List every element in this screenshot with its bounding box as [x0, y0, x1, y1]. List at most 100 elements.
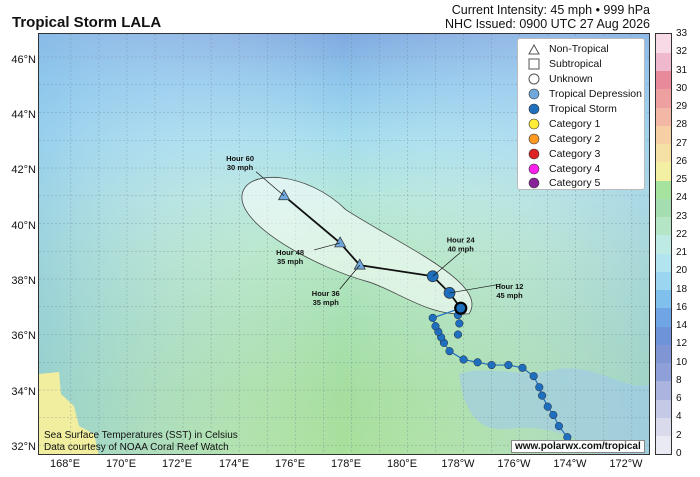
colorbar-segment	[656, 216, 671, 236]
forecast-label-wind: 35 mph	[313, 298, 340, 307]
forecast-point-non-tropical	[353, 258, 366, 270]
colorbar-segment	[656, 34, 671, 53]
past-track-point	[554, 422, 563, 431]
lon-label-172e: 172°E	[161, 458, 193, 470]
forecast-label-leader	[255, 171, 285, 197]
legend-label: Category 2	[549, 133, 601, 145]
colorbar-segment	[656, 326, 671, 345]
colorbar-segment	[656, 125, 671, 145]
lon-label-170e: 170°E	[105, 458, 137, 470]
colorbar-tick-label: 4	[676, 411, 682, 423]
colorbar-segment	[656, 52, 671, 71]
data-source-caption: Data courtesy of NOAA Coral Reef Watch	[44, 442, 229, 453]
warm-water-patch	[39, 372, 99, 454]
colorbar-segment	[656, 70, 671, 90]
past-track-point	[428, 313, 437, 322]
advisory-issued-time: NHC Issued: 0900 UTC 27 Aug 2026	[445, 17, 650, 31]
lon-label-178w: 178°W	[441, 458, 475, 470]
legend-label: Category 5	[549, 177, 601, 189]
forecast-label-hour: Hour 60	[226, 154, 254, 163]
legend-item-non-tropical: Non-Tropical	[526, 42, 609, 56]
forecast-label-wind: 40 mph	[448, 244, 475, 253]
colorbar-segment	[656, 344, 671, 364]
colorbar-tick-label: 18	[676, 283, 688, 295]
colorbar-tick-label: 20	[676, 265, 688, 277]
past-track-point	[543, 402, 552, 411]
lat-label-38n: 38°N	[11, 275, 36, 287]
forecast-label-hour: Hour 48	[276, 248, 304, 257]
past-track-point	[529, 372, 538, 381]
colorbar-tick-label: 29	[676, 101, 688, 113]
past-track-point	[431, 322, 440, 331]
lon-label-172w: 172°W	[609, 458, 643, 470]
legend-item-category-3: Category 3	[526, 147, 600, 161]
colorbar-tick-label: 0	[676, 448, 682, 459]
colorbar-tick-label: 10	[676, 356, 688, 368]
past-track-point	[473, 358, 482, 367]
lon-label-174e: 174°E	[218, 458, 250, 470]
lon-label-176w: 176°W	[497, 458, 531, 470]
colorbar-tick-label: 24	[676, 192, 688, 204]
legend-label: Non-Tropical	[549, 43, 609, 55]
forecast-label-hour: Hour 36	[312, 289, 340, 298]
legend-item-tropical-depression: Tropical Depression	[526, 87, 642, 101]
colorbar-segment	[656, 234, 671, 254]
colorbar-tick-label: 12	[676, 338, 688, 350]
colorbar-segment	[656, 253, 671, 272]
legend-item-tropical-storm: Tropical Storm	[526, 102, 617, 116]
circle-icon	[526, 133, 542, 145]
forecast-label-hour: Hour 24	[447, 235, 476, 244]
sst-caption: Sea Surface Temperatures (SST) in Celsiu…	[44, 430, 238, 441]
past-track-point	[504, 361, 513, 370]
sst-map: Hour 12 45 mph Hour 24 40 mph Hour 36 35 mph H…	[38, 33, 650, 455]
legend-label: Tropical Storm	[549, 103, 617, 115]
cone-of-uncertainty	[241, 177, 473, 315]
colorbar-tick-label: 28	[676, 119, 688, 131]
lat-label-42n: 42°N	[11, 164, 36, 176]
colorbar-tick-label: 14	[676, 320, 688, 332]
legend-item-category-5: Category 5	[526, 176, 600, 190]
legend-item-category-2: Category 2	[526, 132, 600, 146]
colorbar-tick-label: 31	[676, 64, 688, 76]
past-track-point	[538, 391, 547, 400]
circle-icon	[526, 73, 542, 85]
forecast-label-leader	[339, 264, 361, 290]
lon-label-176e: 176°E	[274, 458, 306, 470]
colorbar-segment	[656, 198, 671, 218]
website-watermark: www.polarwx.com/tropical	[511, 440, 645, 453]
forecast-point-non-tropical	[277, 189, 291, 201]
colorbar-tick-label: 21	[676, 247, 688, 259]
colorbar-segment	[656, 161, 671, 181]
past-track-point	[459, 355, 468, 364]
colorbar-segment	[656, 88, 671, 108]
colorbar-tick-label: 2	[676, 429, 682, 441]
colorbar-segment	[656, 399, 671, 418]
past-track-point	[445, 347, 454, 356]
legend-label: Subtropical	[549, 58, 602, 70]
lon-label-168e: 168°E	[49, 458, 81, 470]
colorbar-segment	[656, 180, 671, 199]
lat-label-40n: 40°N	[11, 220, 36, 232]
legend-label: Category 3	[549, 148, 601, 160]
legend-item-subtropical: Subtropical	[526, 57, 602, 71]
colorbar-tick-label: 22	[676, 228, 688, 240]
colorbar-tick-label: 6	[676, 393, 682, 405]
circle-icon	[526, 163, 542, 175]
circle-icon	[526, 177, 542, 189]
colorbar-tick-label: 30	[676, 82, 688, 94]
past-track-point	[455, 319, 464, 328]
legend-label: Category 4	[549, 163, 601, 175]
colorbar-tick-label: 25	[676, 174, 688, 186]
past-track-point	[518, 363, 527, 372]
circle-icon	[526, 148, 542, 160]
circle-icon	[526, 103, 542, 115]
past-track-point	[549, 410, 558, 420]
colorbar-tick-label: 16	[676, 301, 688, 313]
colorbar-tick-label: 32	[676, 46, 688, 58]
colorbar-segment	[656, 143, 671, 163]
legend-item-category-1: Category 1	[526, 117, 600, 131]
forecast-label-leader	[314, 242, 341, 251]
colorbar-tick-label: 8	[676, 374, 682, 386]
lat-label-46n: 46°N	[11, 54, 36, 66]
